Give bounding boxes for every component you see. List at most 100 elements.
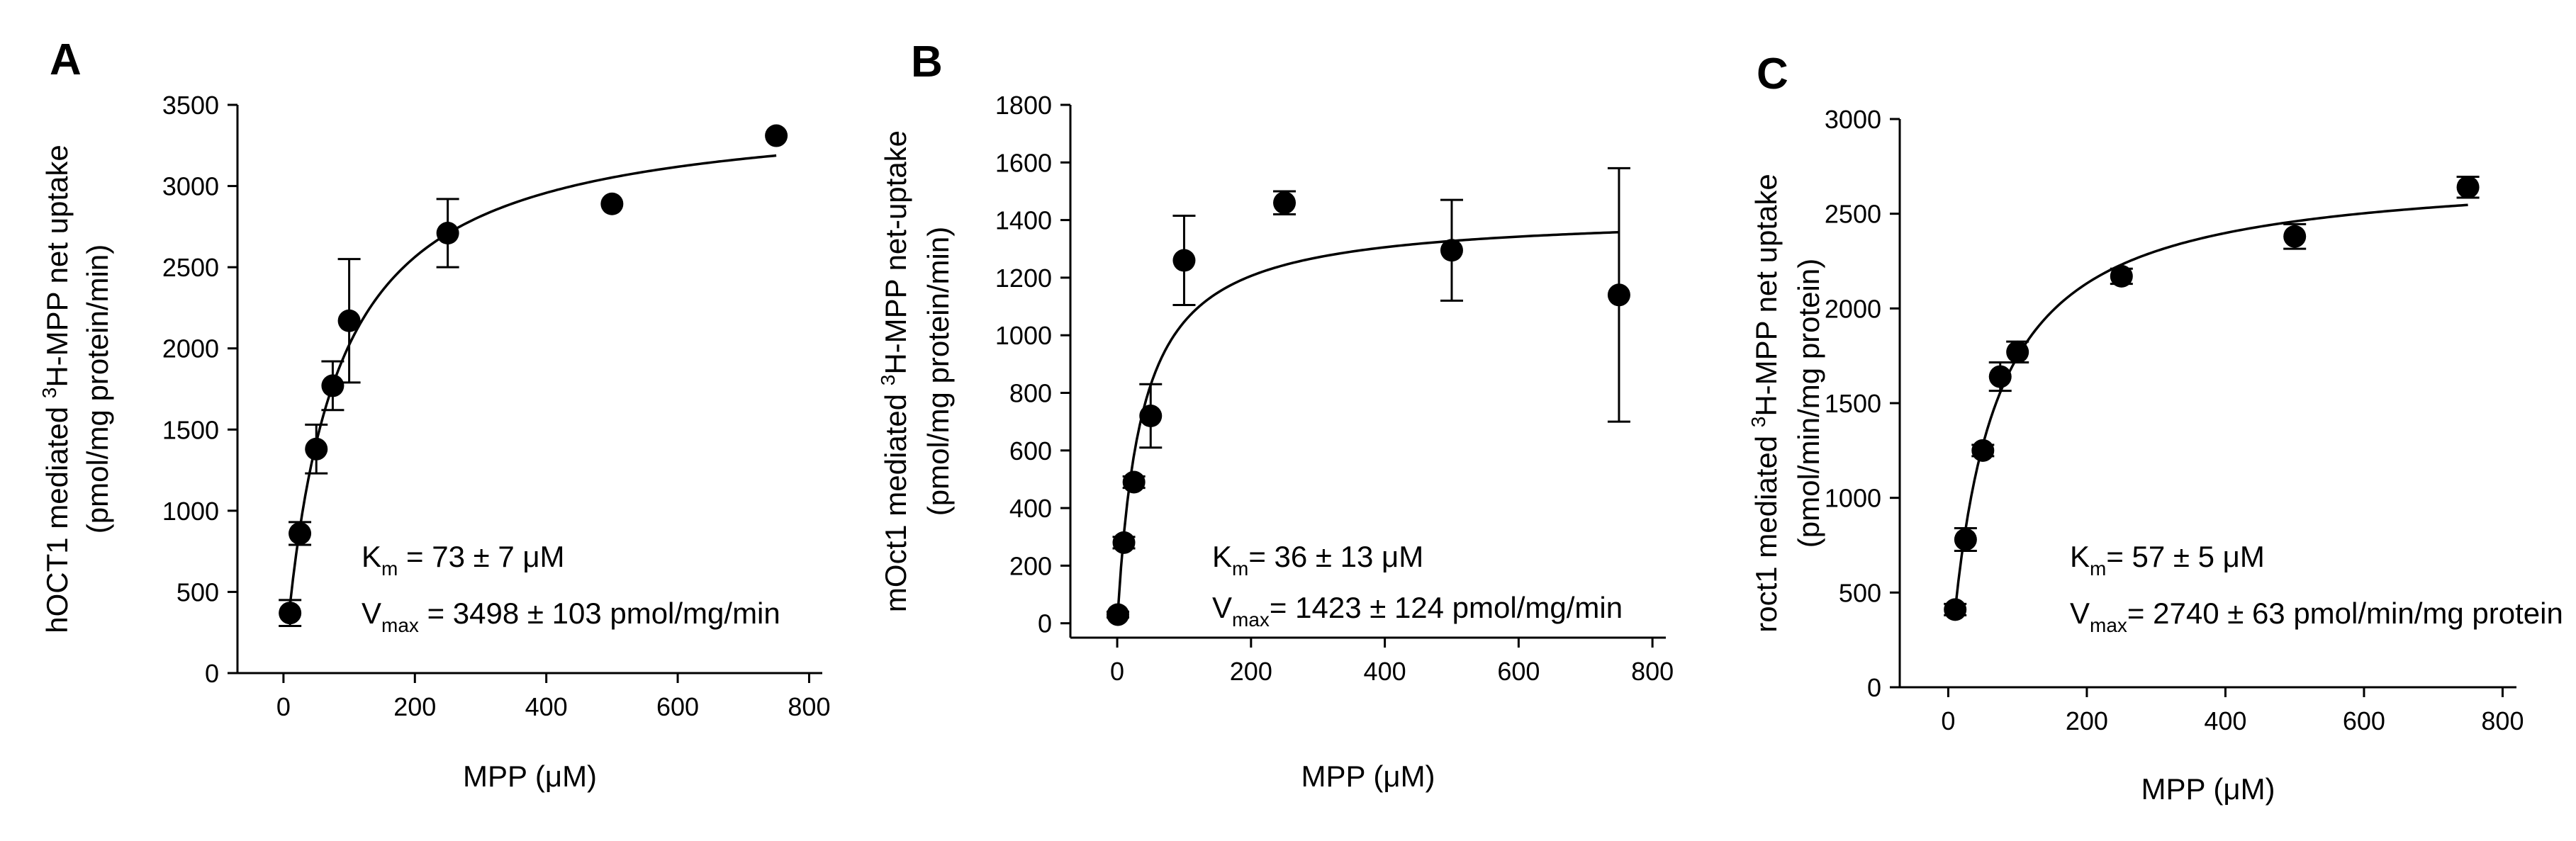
km-subscript: m bbox=[2090, 558, 2106, 580]
km-subscript: m bbox=[381, 558, 398, 580]
fit-curve bbox=[1116, 230, 1619, 613]
data-point bbox=[1607, 283, 1630, 307]
y-tick-label: 3000 bbox=[162, 172, 219, 201]
x-tick-label: 400 bbox=[1364, 657, 1406, 686]
data-point bbox=[1273, 191, 1297, 215]
y-tick-label: 1200 bbox=[995, 264, 1052, 293]
y-axis-label-line1: hOCT1 mediated 3H-MPP net uptake bbox=[38, 145, 74, 633]
km-value: = 36 ± 13 μM bbox=[1248, 540, 1423, 573]
vmax-subscript: max bbox=[2090, 614, 2127, 636]
y-tick-label: 400 bbox=[1009, 494, 1052, 523]
y-tick-label: 2000 bbox=[1825, 294, 1881, 323]
y-tick-label: 1800 bbox=[995, 91, 1052, 120]
y-tick-label: 200 bbox=[1009, 551, 1052, 580]
data-point bbox=[1107, 603, 1130, 626]
y-axis-label-suffix: H-MPP net uptake bbox=[1749, 174, 1783, 416]
km-annotation: Km= 57 ± 5 μM bbox=[2070, 540, 2265, 580]
y-axis-label-line1: mOct1 mediated 3H-MPP net-uptake bbox=[877, 130, 912, 612]
y-axis-label-superscript: 3 bbox=[877, 375, 899, 386]
y-axis-label-superscript: 3 bbox=[1747, 417, 1769, 428]
y-axis-label-line1: roct1 mediated 3H-MPP net uptake bbox=[1747, 174, 1783, 632]
data-point bbox=[1440, 239, 1463, 262]
y-tick-label: 1400 bbox=[995, 206, 1052, 235]
x-tick-label: 0 bbox=[1941, 706, 1955, 735]
x-tick-label: 600 bbox=[656, 692, 699, 721]
y-axis-label-line2: (pmol/mg protein/min) bbox=[81, 244, 114, 534]
km-symbol: K bbox=[362, 540, 381, 573]
vmax-annotation: Vmax= 2740 ± 63 pmol/min/mg protein bbox=[2070, 597, 2563, 636]
vmax-value: = 3498 ± 103 pmol/mg/min bbox=[419, 597, 780, 630]
x-tick-label: 200 bbox=[1230, 657, 1272, 686]
data-point bbox=[289, 521, 312, 545]
x-tick-label: 200 bbox=[393, 692, 436, 721]
vmax-symbol: V bbox=[1212, 591, 1232, 624]
y-tick-label: 2000 bbox=[162, 334, 219, 363]
data-point bbox=[337, 309, 361, 332]
y-tick-label: 1600 bbox=[995, 148, 1052, 177]
y-tick-label: 3500 bbox=[162, 91, 219, 120]
x-tick-label: 0 bbox=[1110, 657, 1124, 686]
y-tick-label: 800 bbox=[1009, 378, 1052, 407]
y-tick-label: 0 bbox=[1038, 609, 1052, 638]
x-axis-label: MPP (μM) bbox=[2141, 772, 2275, 806]
x-tick-label: 400 bbox=[525, 692, 568, 721]
y-tick-label: 1500 bbox=[1825, 389, 1881, 418]
y-axis-label-suffix: H-MPP net uptake bbox=[40, 145, 74, 387]
km-value: = 57 ± 5 μM bbox=[2106, 540, 2265, 573]
km-subscript: m bbox=[1232, 558, 1248, 580]
panel-a: A 0 500 1000 1500 2000 2500 3000 3500 0 200 400 600 8… bbox=[38, 35, 830, 793]
vmax-symbol: V bbox=[362, 597, 381, 630]
data-point bbox=[1988, 365, 2012, 388]
y-tick-label: 1000 bbox=[1825, 484, 1881, 513]
vmax-value: = 1423 ± 124 pmol/mg/min bbox=[1270, 591, 1623, 624]
data-point bbox=[279, 602, 302, 625]
y-axis-label-line2: (pmol/mg protein/min) bbox=[922, 227, 955, 516]
km-symbol: K bbox=[2070, 540, 2090, 573]
km-symbol: K bbox=[1212, 540, 1232, 573]
panel-c: C 0 500 1000 1500 2000 2500 3000 0 200 400 600 800 MP… bbox=[1747, 50, 2563, 806]
vmax-annotation: Vmax= 1423 ± 124 pmol/mg/min bbox=[1212, 591, 1623, 631]
km-annotation: Km = 73 ± 7 μM bbox=[362, 540, 565, 580]
x-tick-label: 600 bbox=[2343, 706, 2385, 735]
x-tick-label: 600 bbox=[1497, 657, 1540, 686]
data-point bbox=[2110, 264, 2133, 288]
fit-curve bbox=[289, 154, 777, 605]
y-tick-label: 0 bbox=[205, 659, 219, 688]
vmax-annotation: Vmax = 3498 ± 103 pmol/mg/min bbox=[362, 597, 780, 636]
data-point bbox=[2006, 340, 2029, 363]
data-point bbox=[305, 437, 328, 461]
y-tick-label: 0 bbox=[1867, 673, 1881, 702]
vmax-subscript: max bbox=[1232, 609, 1270, 631]
y-tick-label: 600 bbox=[1009, 436, 1052, 465]
y-axis-label-suffix: H-MPP net-uptake bbox=[879, 130, 912, 375]
data-point bbox=[1954, 528, 1977, 551]
y-axis-label-line2: (pmol/min/mg protein) bbox=[1792, 259, 1825, 548]
data-point bbox=[2456, 176, 2480, 199]
fit-curve bbox=[1954, 203, 2468, 610]
data-point bbox=[1139, 405, 1163, 428]
vmax-subscript: max bbox=[381, 614, 419, 636]
panel-letter: A bbox=[50, 35, 82, 84]
y-axis-label-superscript: 3 bbox=[38, 388, 60, 399]
y-tick-label: 2500 bbox=[162, 253, 219, 282]
x-tick-label: 400 bbox=[2204, 706, 2246, 735]
x-axis-label: MPP (μM) bbox=[1301, 760, 1435, 793]
data-point bbox=[1944, 598, 1967, 621]
data-point bbox=[436, 222, 459, 245]
data-point bbox=[1971, 439, 1995, 462]
y-axis-label-prefix: roct1 mediated bbox=[1749, 427, 1783, 633]
data-point bbox=[600, 192, 624, 215]
data-point bbox=[1112, 531, 1136, 554]
x-tick-label: 800 bbox=[1631, 657, 1674, 686]
y-tick-label: 1000 bbox=[162, 497, 219, 526]
y-tick-label: 500 bbox=[177, 577, 219, 606]
data-point bbox=[2283, 225, 2307, 248]
x-tick-label: 800 bbox=[2481, 706, 2524, 735]
y-axis-label-prefix: hOCT1 mediated bbox=[40, 398, 74, 633]
panel-b: B 0 200 400 600 800 1000 1200 1400 1600 1800 0 200 40… bbox=[877, 38, 1674, 793]
vmax-value: = 2740 ± 63 pmol/min/mg protein bbox=[2127, 597, 2563, 630]
y-tick-label: 2500 bbox=[1825, 200, 1881, 229]
y-tick-label: 3000 bbox=[1825, 105, 1881, 134]
data-point bbox=[765, 124, 788, 147]
